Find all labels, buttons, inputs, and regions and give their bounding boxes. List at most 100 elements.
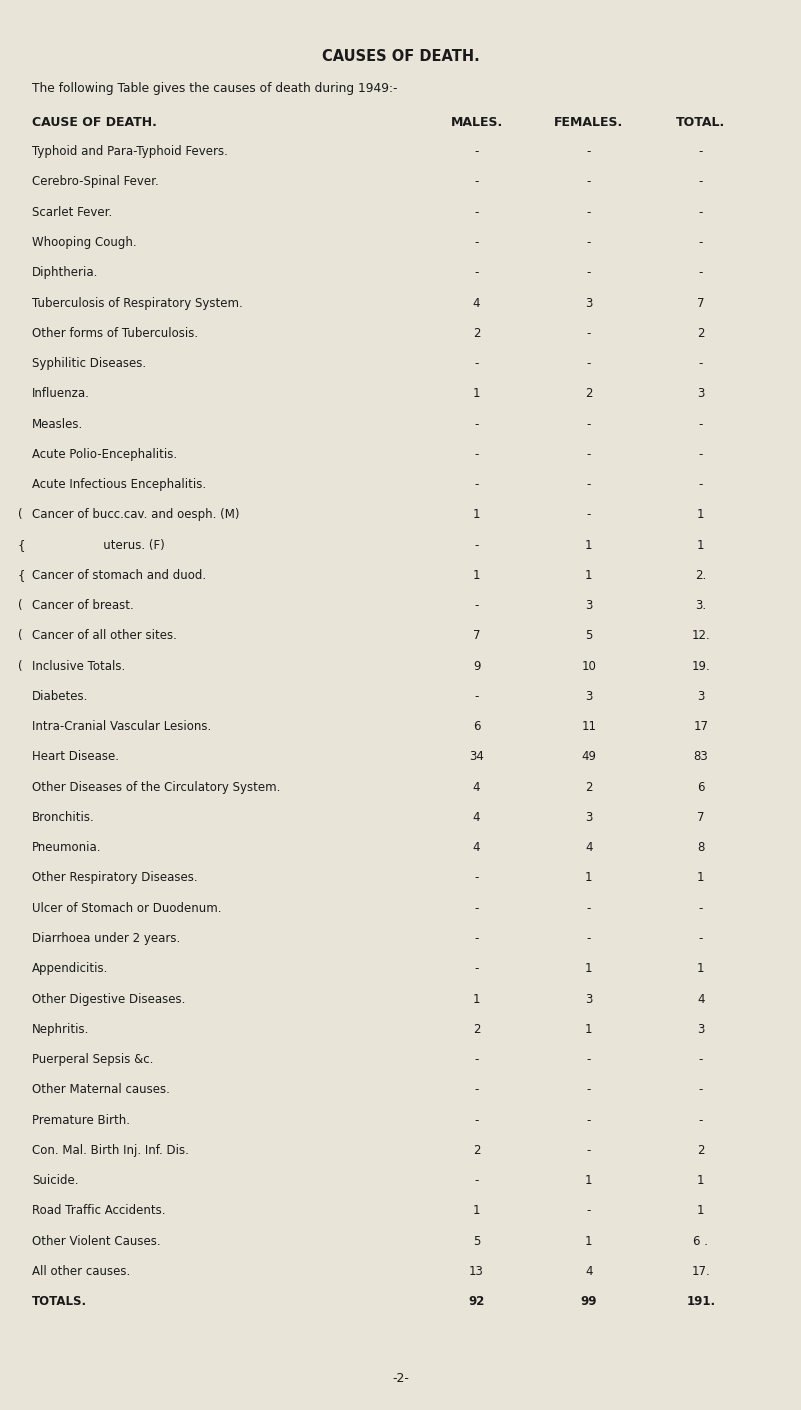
Text: 2: 2 <box>697 1144 705 1156</box>
Text: 3: 3 <box>585 993 593 1005</box>
Text: -2-: -2- <box>392 1372 409 1385</box>
Text: -: - <box>698 266 703 279</box>
Text: Suicide.: Suicide. <box>32 1175 78 1187</box>
Text: 1: 1 <box>473 993 481 1005</box>
Text: -: - <box>474 206 479 219</box>
Text: 1: 1 <box>473 388 481 400</box>
Text: 7: 7 <box>697 296 705 310</box>
Text: -: - <box>698 902 703 915</box>
Text: -: - <box>586 417 591 430</box>
Text: 3: 3 <box>585 296 593 310</box>
Text: 83: 83 <box>694 750 708 763</box>
Text: Intra-Cranial Vascular Lesions.: Intra-Cranial Vascular Lesions. <box>32 721 211 733</box>
Text: 1: 1 <box>697 539 705 551</box>
Text: Bronchitis.: Bronchitis. <box>32 811 95 823</box>
Text: -: - <box>586 235 591 250</box>
Text: 4: 4 <box>585 1265 593 1277</box>
Text: 1: 1 <box>473 568 481 582</box>
Text: 2.: 2. <box>695 568 706 582</box>
Text: -: - <box>586 206 591 219</box>
Text: 1: 1 <box>697 1175 705 1187</box>
Text: -: - <box>474 962 479 976</box>
Text: CAUSES OF DEATH.: CAUSES OF DEATH. <box>322 49 479 65</box>
Text: 99: 99 <box>581 1296 597 1308</box>
Text: Tuberculosis of Respiratory System.: Tuberculosis of Respiratory System. <box>32 296 243 310</box>
Text: -: - <box>474 539 479 551</box>
Text: 4: 4 <box>473 811 481 823</box>
Text: TOTAL.: TOTAL. <box>676 116 726 128</box>
Text: Puerperal Sepsis &c.: Puerperal Sepsis &c. <box>32 1053 154 1066</box>
Text: -: - <box>586 357 591 369</box>
Text: Cerebro-Spinal Fever.: Cerebro-Spinal Fever. <box>32 175 159 189</box>
Text: Premature Birth.: Premature Birth. <box>32 1114 130 1127</box>
Text: Other Violent Causes.: Other Violent Causes. <box>32 1235 161 1248</box>
Text: 2: 2 <box>473 1022 481 1036</box>
Text: 17.: 17. <box>691 1265 710 1277</box>
Text: Diabetes.: Diabetes. <box>32 689 88 704</box>
Text: (: ( <box>18 599 22 612</box>
Text: -: - <box>698 932 703 945</box>
Text: 7: 7 <box>697 811 705 823</box>
Text: -: - <box>586 448 591 461</box>
Text: Pneumonia.: Pneumonia. <box>32 842 102 854</box>
Text: 2: 2 <box>473 1144 481 1156</box>
Text: -: - <box>698 206 703 219</box>
Text: -: - <box>474 478 479 491</box>
Text: 191.: 191. <box>686 1296 715 1308</box>
Text: Appendicitis.: Appendicitis. <box>32 962 108 976</box>
Text: 1: 1 <box>697 1204 705 1217</box>
Text: 2: 2 <box>585 388 593 400</box>
Text: 5: 5 <box>473 1235 481 1248</box>
Text: Influenza.: Influenza. <box>32 388 90 400</box>
Text: Other Digestive Diseases.: Other Digestive Diseases. <box>32 993 185 1005</box>
Text: 3.: 3. <box>695 599 706 612</box>
Text: 1: 1 <box>585 1235 593 1248</box>
Text: Other Respiratory Diseases.: Other Respiratory Diseases. <box>32 871 198 884</box>
Text: -: - <box>474 599 479 612</box>
Text: 3: 3 <box>697 388 705 400</box>
Text: (: ( <box>18 509 22 522</box>
Text: {: { <box>18 568 25 582</box>
Text: Inclusive Totals.: Inclusive Totals. <box>32 660 125 673</box>
Text: -: - <box>586 1114 591 1127</box>
Text: 9: 9 <box>473 660 481 673</box>
Text: Diphtheria.: Diphtheria. <box>32 266 99 279</box>
Text: Typhoid and Para-Typhoid Fevers.: Typhoid and Para-Typhoid Fevers. <box>32 145 228 158</box>
Text: -: - <box>586 145 591 158</box>
Text: -: - <box>474 417 479 430</box>
Text: CAUSE OF DEATH.: CAUSE OF DEATH. <box>32 116 157 128</box>
Text: 6: 6 <box>697 781 705 794</box>
Text: Cancer of stomach and duod.: Cancer of stomach and duod. <box>32 568 206 582</box>
Text: -: - <box>474 235 479 250</box>
Text: -: - <box>474 1114 479 1127</box>
Text: uterus. (F): uterus. (F) <box>32 539 165 551</box>
Text: 3: 3 <box>697 689 705 704</box>
Text: Whooping Cough.: Whooping Cough. <box>32 235 137 250</box>
Text: Acute Infectious Encephalitis.: Acute Infectious Encephalitis. <box>32 478 206 491</box>
Text: Road Traffic Accidents.: Road Traffic Accidents. <box>32 1204 166 1217</box>
Text: -: - <box>698 417 703 430</box>
Text: Other Diseases of the Circulatory System.: Other Diseases of the Circulatory System… <box>32 781 280 794</box>
Text: 1: 1 <box>697 509 705 522</box>
Text: 3: 3 <box>585 599 593 612</box>
Text: 6 .: 6 . <box>694 1235 708 1248</box>
Text: -: - <box>474 448 479 461</box>
Text: Con. Mal. Birth Inj. Inf. Dis.: Con. Mal. Birth Inj. Inf. Dis. <box>32 1144 189 1156</box>
Text: 2: 2 <box>585 781 593 794</box>
Text: -: - <box>586 932 591 945</box>
Text: Syphilitic Diseases.: Syphilitic Diseases. <box>32 357 146 369</box>
Text: 4: 4 <box>697 993 705 1005</box>
Text: 8: 8 <box>697 842 705 854</box>
Text: 1: 1 <box>697 871 705 884</box>
Text: 2: 2 <box>697 327 705 340</box>
Text: 11: 11 <box>582 721 596 733</box>
Text: (: ( <box>18 629 22 643</box>
Text: The following Table gives the causes of death during 1949:-: The following Table gives the causes of … <box>32 82 397 94</box>
Text: 1: 1 <box>473 1204 481 1217</box>
Text: 1: 1 <box>585 568 593 582</box>
Text: 6: 6 <box>473 721 481 733</box>
Text: 3: 3 <box>585 811 593 823</box>
Text: -: - <box>474 266 479 279</box>
Text: Cancer of all other sites.: Cancer of all other sites. <box>32 629 177 643</box>
Text: {: { <box>18 539 25 551</box>
